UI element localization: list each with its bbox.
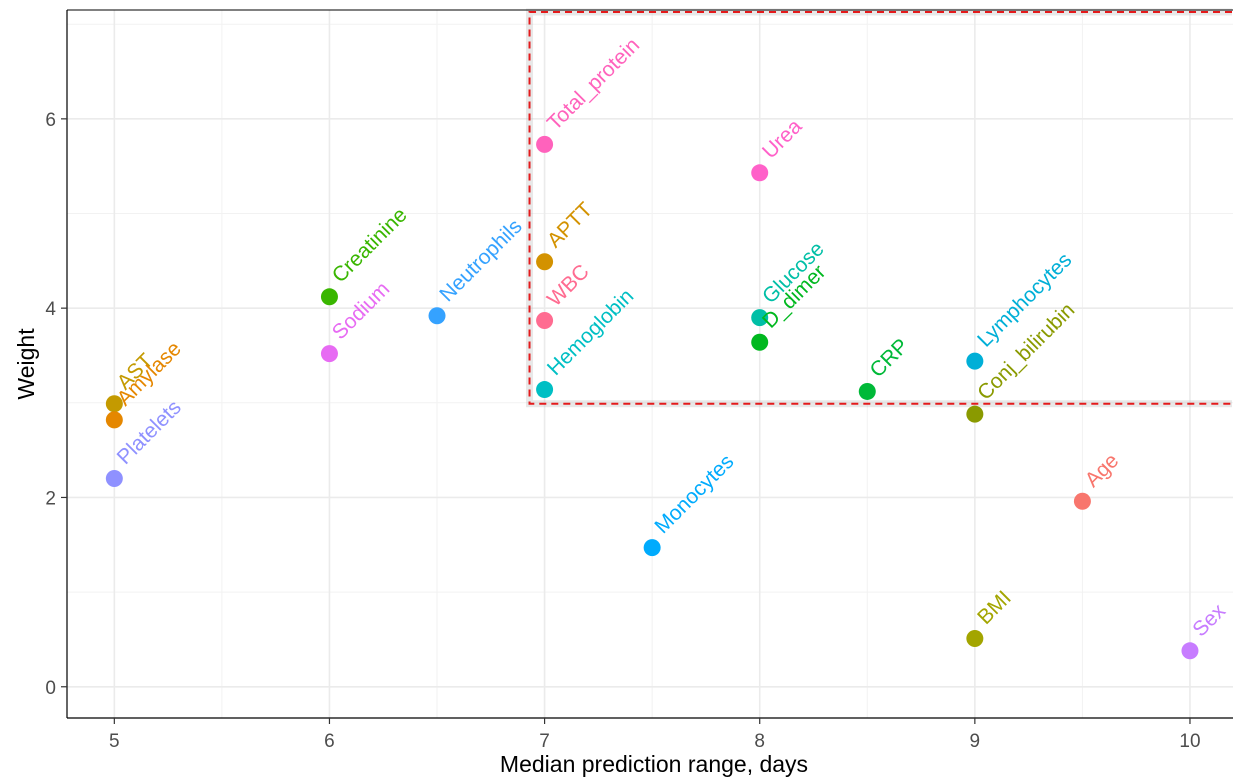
data-point — [643, 539, 661, 557]
y-tick-label: 2 — [45, 488, 56, 509]
x-tick-label: 5 — [109, 731, 120, 752]
axes — [66, 9, 1233, 719]
x-tick-label: 9 — [970, 731, 981, 752]
x-tick-label: 6 — [324, 731, 335, 752]
y-tick-label: 4 — [45, 299, 56, 320]
data-point — [966, 629, 984, 647]
highlight-region — [526, 8, 1232, 408]
x-tick-label: 10 — [1179, 731, 1200, 752]
data-point — [751, 333, 769, 351]
data-point — [536, 253, 554, 271]
data-point — [751, 164, 769, 182]
data-point — [751, 309, 769, 327]
data-point — [536, 311, 554, 329]
x-tick-label: 8 — [754, 731, 765, 752]
data-point — [428, 307, 446, 325]
data-point — [966, 352, 984, 370]
y-tick-label: 6 — [45, 110, 56, 131]
data-point — [105, 411, 123, 429]
x-axis-title: Median prediction range, days — [500, 751, 808, 777]
highlight-region-outline — [528, 11, 1232, 405]
data-point — [320, 345, 338, 363]
data-point — [105, 395, 123, 413]
data-point — [536, 135, 554, 153]
data-points — [105, 135, 1199, 660]
data-point — [966, 405, 984, 423]
y-axis-ticks: 0 2 4 6 — [45, 110, 67, 699]
data-point — [320, 288, 338, 306]
data-point — [536, 381, 554, 399]
data-point — [1181, 642, 1199, 660]
data-point — [858, 382, 876, 400]
y-tick-label: 0 — [45, 678, 56, 699]
y-axis-title: Weight — [13, 328, 39, 400]
data-point — [105, 470, 123, 488]
x-axis-ticks: 5 6 7 8 9 10 — [109, 718, 1201, 752]
x-tick-label: 7 — [539, 731, 550, 752]
data-point — [1073, 492, 1091, 510]
